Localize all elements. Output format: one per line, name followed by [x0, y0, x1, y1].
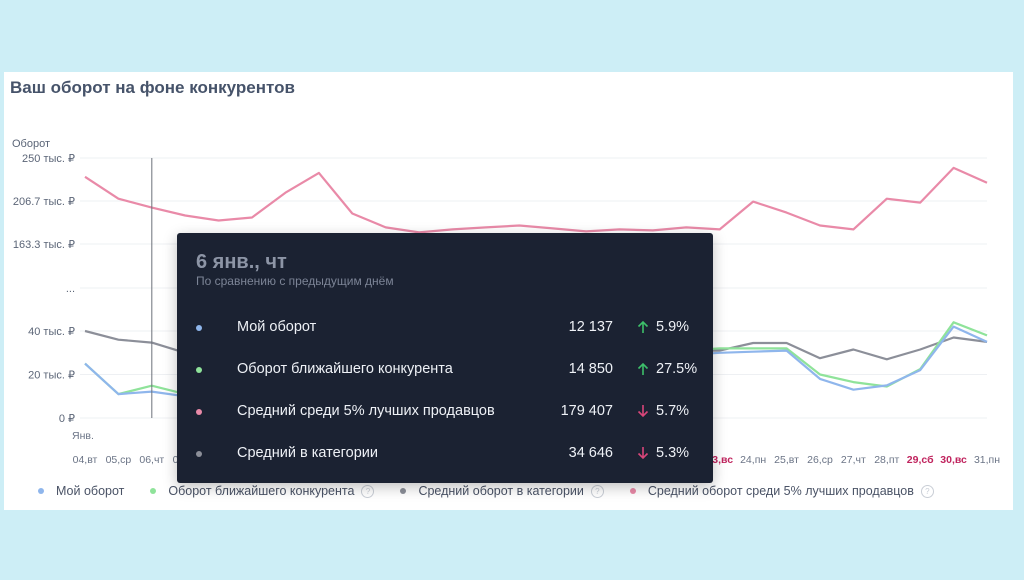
legend-label: Оборот ближайшего конкурента	[168, 484, 355, 498]
series-dot-icon	[196, 451, 202, 457]
legend-dot-icon	[150, 488, 157, 494]
data-tooltip: 6 янв., чт По сравнению с предыдущим днё…	[177, 233, 713, 483]
tooltip-row-value: 34 646	[568, 445, 613, 461]
y-tick-label: 163.3 тыс. ₽	[13, 239, 75, 251]
y-tick-label: ...	[66, 283, 75, 295]
legend-dot-icon	[400, 488, 407, 494]
tooltip-row: Оборот ближайшего конкурента 14 850 27.5%	[177, 360, 713, 380]
y-axis-label: Оборот	[12, 138, 50, 150]
series-line-top5[interactable]	[84, 166, 988, 234]
series-dot-icon	[196, 325, 202, 331]
x-axis-month-label: Янв.	[72, 430, 94, 442]
x-tick-label: 05,ср	[106, 454, 132, 466]
tooltip-row-change: 5.3%	[656, 445, 690, 461]
series-dot-icon	[196, 367, 202, 373]
y-tick-label: 20 тыс. ₽	[28, 370, 75, 382]
tooltip-row-label: Средний среди 5% лучших продавцов	[237, 403, 495, 419]
arrow-up-icon	[637, 320, 649, 333]
y-tick-label: 40 тыс. ₽	[28, 326, 75, 338]
y-tick-label: 206.7 тыс. ₽	[13, 196, 75, 208]
legend-label: Средний оборот среди 5% лучших продавцов	[647, 484, 914, 498]
tooltip-row: Мой оборот 12 137 5.9%	[177, 318, 713, 338]
tooltip-row-value: 12 137	[568, 319, 613, 335]
help-icon[interactable]: ?	[590, 484, 604, 498]
x-tick-label: 29,сб	[907, 454, 934, 466]
tooltip-row-value: 179 407	[560, 403, 613, 419]
tooltip-row-change: 5.9%	[656, 319, 690, 335]
help-icon[interactable]: ?	[361, 484, 375, 498]
y-tick-label: 250 тыс. ₽	[22, 153, 75, 165]
arrow-up-icon	[637, 362, 649, 375]
x-tick-label: 24,пн	[740, 454, 766, 466]
x-tick-label: 30,вс	[940, 454, 967, 466]
arrow-down-icon	[637, 447, 649, 460]
legend-item-category[interactable]: Средний оборот в категории?	[400, 484, 604, 498]
tooltip-row-change: 5.7%	[656, 403, 690, 419]
legend-dot-icon	[38, 488, 44, 494]
tooltip-row-change: 27.5%	[656, 361, 698, 377]
x-tick-label: 06,чт	[139, 454, 164, 466]
x-tick-label: 31,пн	[974, 454, 1000, 466]
legend-dot-icon	[629, 488, 636, 494]
x-tick-label: 27,чт	[841, 454, 866, 466]
chart-title: Ваш оборот на фоне конкурентов	[10, 78, 295, 97]
tooltip-subtitle: По сравнению с предыдущим днём	[196, 274, 394, 288]
x-tick-label: 23,вс	[706, 454, 733, 466]
legend-item-my[interactable]: Мой оборот	[38, 484, 124, 498]
series-dot-icon	[196, 409, 202, 415]
tooltip-title: 6 янв., чт	[196, 251, 287, 273]
tooltip-row: Средний в категории 34 646 5.3%	[177, 444, 713, 464]
tooltip-row-label: Оборот ближайшего конкурента	[237, 361, 453, 377]
x-tick-label: 04,вт	[73, 454, 98, 466]
tooltip-row-value: 14 850	[568, 361, 613, 377]
legend-item-competitor[interactable]: Оборот ближайшего конкурента?	[150, 484, 375, 498]
tooltip-row-label: Мой оборот	[237, 319, 317, 335]
arrow-down-icon	[637, 405, 649, 418]
y-axis: Оборот 250 тыс. ₽ 206.7 тыс. ₽ 163.3 тыс. ₽…	[12, 138, 75, 425]
x-tick-label: 25,вт	[774, 454, 799, 466]
tooltip-row: Средний среди 5% лучших продавцов 179 407…	[177, 402, 713, 422]
y-tick-label: 0 ₽	[59, 413, 75, 425]
legend-item-top5[interactable]: Средний оборот среди 5% лучших продавцов…	[629, 484, 934, 498]
x-tick-label: 28,пт	[874, 454, 899, 466]
chart-legend: Мой оборот Оборот ближайшего конкурента? С…	[38, 484, 960, 498]
legend-label: Мой оборот	[56, 484, 125, 498]
x-tick-label: 26,ср	[807, 454, 833, 466]
legend-label: Средний оборот в категории	[418, 484, 584, 498]
help-icon[interactable]: ?	[920, 484, 934, 498]
tooltip-row-label: Средний в категории	[237, 445, 378, 461]
